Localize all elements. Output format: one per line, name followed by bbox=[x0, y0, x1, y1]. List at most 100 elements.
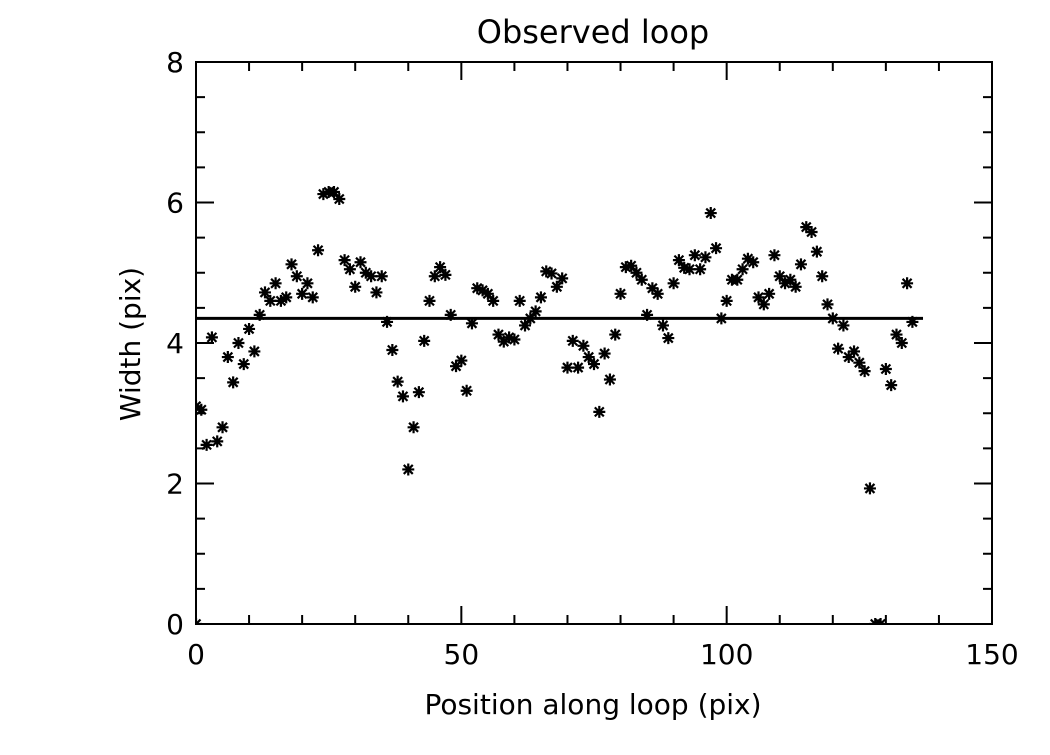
data-point bbox=[779, 277, 792, 290]
data-point bbox=[625, 259, 638, 272]
data-point bbox=[810, 245, 823, 258]
chart-title: Observed loop bbox=[477, 13, 709, 51]
data-point bbox=[672, 254, 685, 267]
data-point bbox=[556, 272, 569, 285]
data-point bbox=[879, 362, 892, 375]
data-point bbox=[768, 249, 781, 262]
data-point bbox=[476, 284, 489, 297]
data-point bbox=[540, 265, 553, 278]
data-point bbox=[508, 333, 521, 346]
data-point bbox=[471, 282, 484, 295]
data-point bbox=[412, 386, 425, 399]
data-point bbox=[603, 373, 616, 386]
data-point bbox=[513, 294, 526, 307]
data-point bbox=[423, 294, 436, 307]
data-point bbox=[667, 277, 680, 290]
data-point bbox=[853, 356, 866, 369]
data-point bbox=[418, 334, 431, 347]
data-point bbox=[832, 342, 845, 355]
data-point bbox=[863, 482, 876, 495]
data-point bbox=[842, 351, 855, 364]
data-point bbox=[301, 277, 314, 290]
data-point bbox=[434, 261, 447, 274]
data-point bbox=[359, 266, 372, 279]
data-point bbox=[858, 365, 871, 378]
data-point bbox=[205, 331, 218, 344]
data-point bbox=[402, 463, 415, 476]
data-point bbox=[349, 280, 362, 293]
data-point bbox=[678, 261, 691, 274]
data-point bbox=[688, 249, 701, 262]
data-point bbox=[837, 319, 850, 332]
data-point bbox=[614, 287, 627, 300]
data-point bbox=[338, 254, 351, 267]
data-point bbox=[704, 207, 717, 220]
data-point bbox=[874, 618, 887, 624]
data-point bbox=[529, 305, 542, 318]
data-point bbox=[386, 344, 399, 357]
data-point bbox=[885, 379, 898, 392]
data-point bbox=[561, 361, 574, 374]
data-point bbox=[816, 270, 829, 283]
data-point bbox=[196, 618, 202, 624]
data-point bbox=[550, 280, 563, 293]
data-point bbox=[800, 221, 813, 234]
data-point bbox=[391, 375, 404, 388]
y-tick-label: 2 bbox=[166, 468, 184, 501]
data-point bbox=[264, 294, 277, 307]
data-point bbox=[694, 263, 707, 276]
y-tick-label: 6 bbox=[166, 187, 184, 220]
data-point bbox=[312, 244, 325, 257]
data-point bbox=[895, 337, 908, 349]
data-point bbox=[763, 287, 776, 300]
data-point bbox=[794, 258, 807, 271]
x-axis-title: Position along loop (pix) bbox=[424, 688, 761, 721]
data-point bbox=[731, 273, 744, 286]
data-point bbox=[519, 319, 532, 332]
data-points bbox=[196, 185, 919, 624]
x-tick-label: 100 bbox=[700, 638, 753, 671]
data-point bbox=[588, 358, 600, 371]
data-point bbox=[196, 403, 208, 416]
data-point bbox=[646, 282, 659, 295]
data-point bbox=[906, 315, 919, 328]
data-point bbox=[503, 331, 516, 344]
data-point bbox=[237, 358, 250, 371]
x-tick-label: 150 bbox=[965, 638, 1018, 671]
data-point bbox=[407, 421, 420, 434]
y-tick-label: 0 bbox=[166, 608, 184, 641]
data-point bbox=[784, 273, 797, 286]
data-point bbox=[635, 273, 648, 286]
data-point bbox=[848, 345, 861, 358]
data-point bbox=[572, 361, 585, 374]
data-point bbox=[370, 286, 383, 299]
data-point bbox=[248, 345, 261, 358]
y-axis-title: Width (pix) bbox=[114, 267, 147, 421]
data-point bbox=[651, 287, 664, 300]
data-point bbox=[280, 291, 293, 304]
data-point bbox=[720, 294, 733, 307]
data-point bbox=[710, 242, 723, 255]
data-point bbox=[487, 294, 500, 307]
data-point bbox=[747, 256, 760, 269]
data-point bbox=[789, 280, 802, 293]
data-point bbox=[497, 335, 510, 348]
data-point bbox=[577, 339, 590, 352]
data-point bbox=[545, 267, 558, 280]
data-point bbox=[683, 263, 696, 276]
data-point bbox=[715, 312, 728, 325]
data-point bbox=[258, 286, 271, 299]
data-point bbox=[757, 298, 770, 311]
data-point bbox=[492, 328, 505, 341]
data-point bbox=[534, 291, 547, 304]
y-tick-label: 8 bbox=[166, 46, 184, 79]
data-point bbox=[901, 277, 914, 290]
data-point bbox=[243, 322, 256, 335]
data-point bbox=[821, 298, 834, 311]
data-point bbox=[566, 334, 579, 347]
data-point bbox=[890, 328, 903, 341]
plot-frame bbox=[195, 61, 993, 625]
data-point bbox=[354, 256, 367, 269]
data-point bbox=[656, 319, 669, 332]
